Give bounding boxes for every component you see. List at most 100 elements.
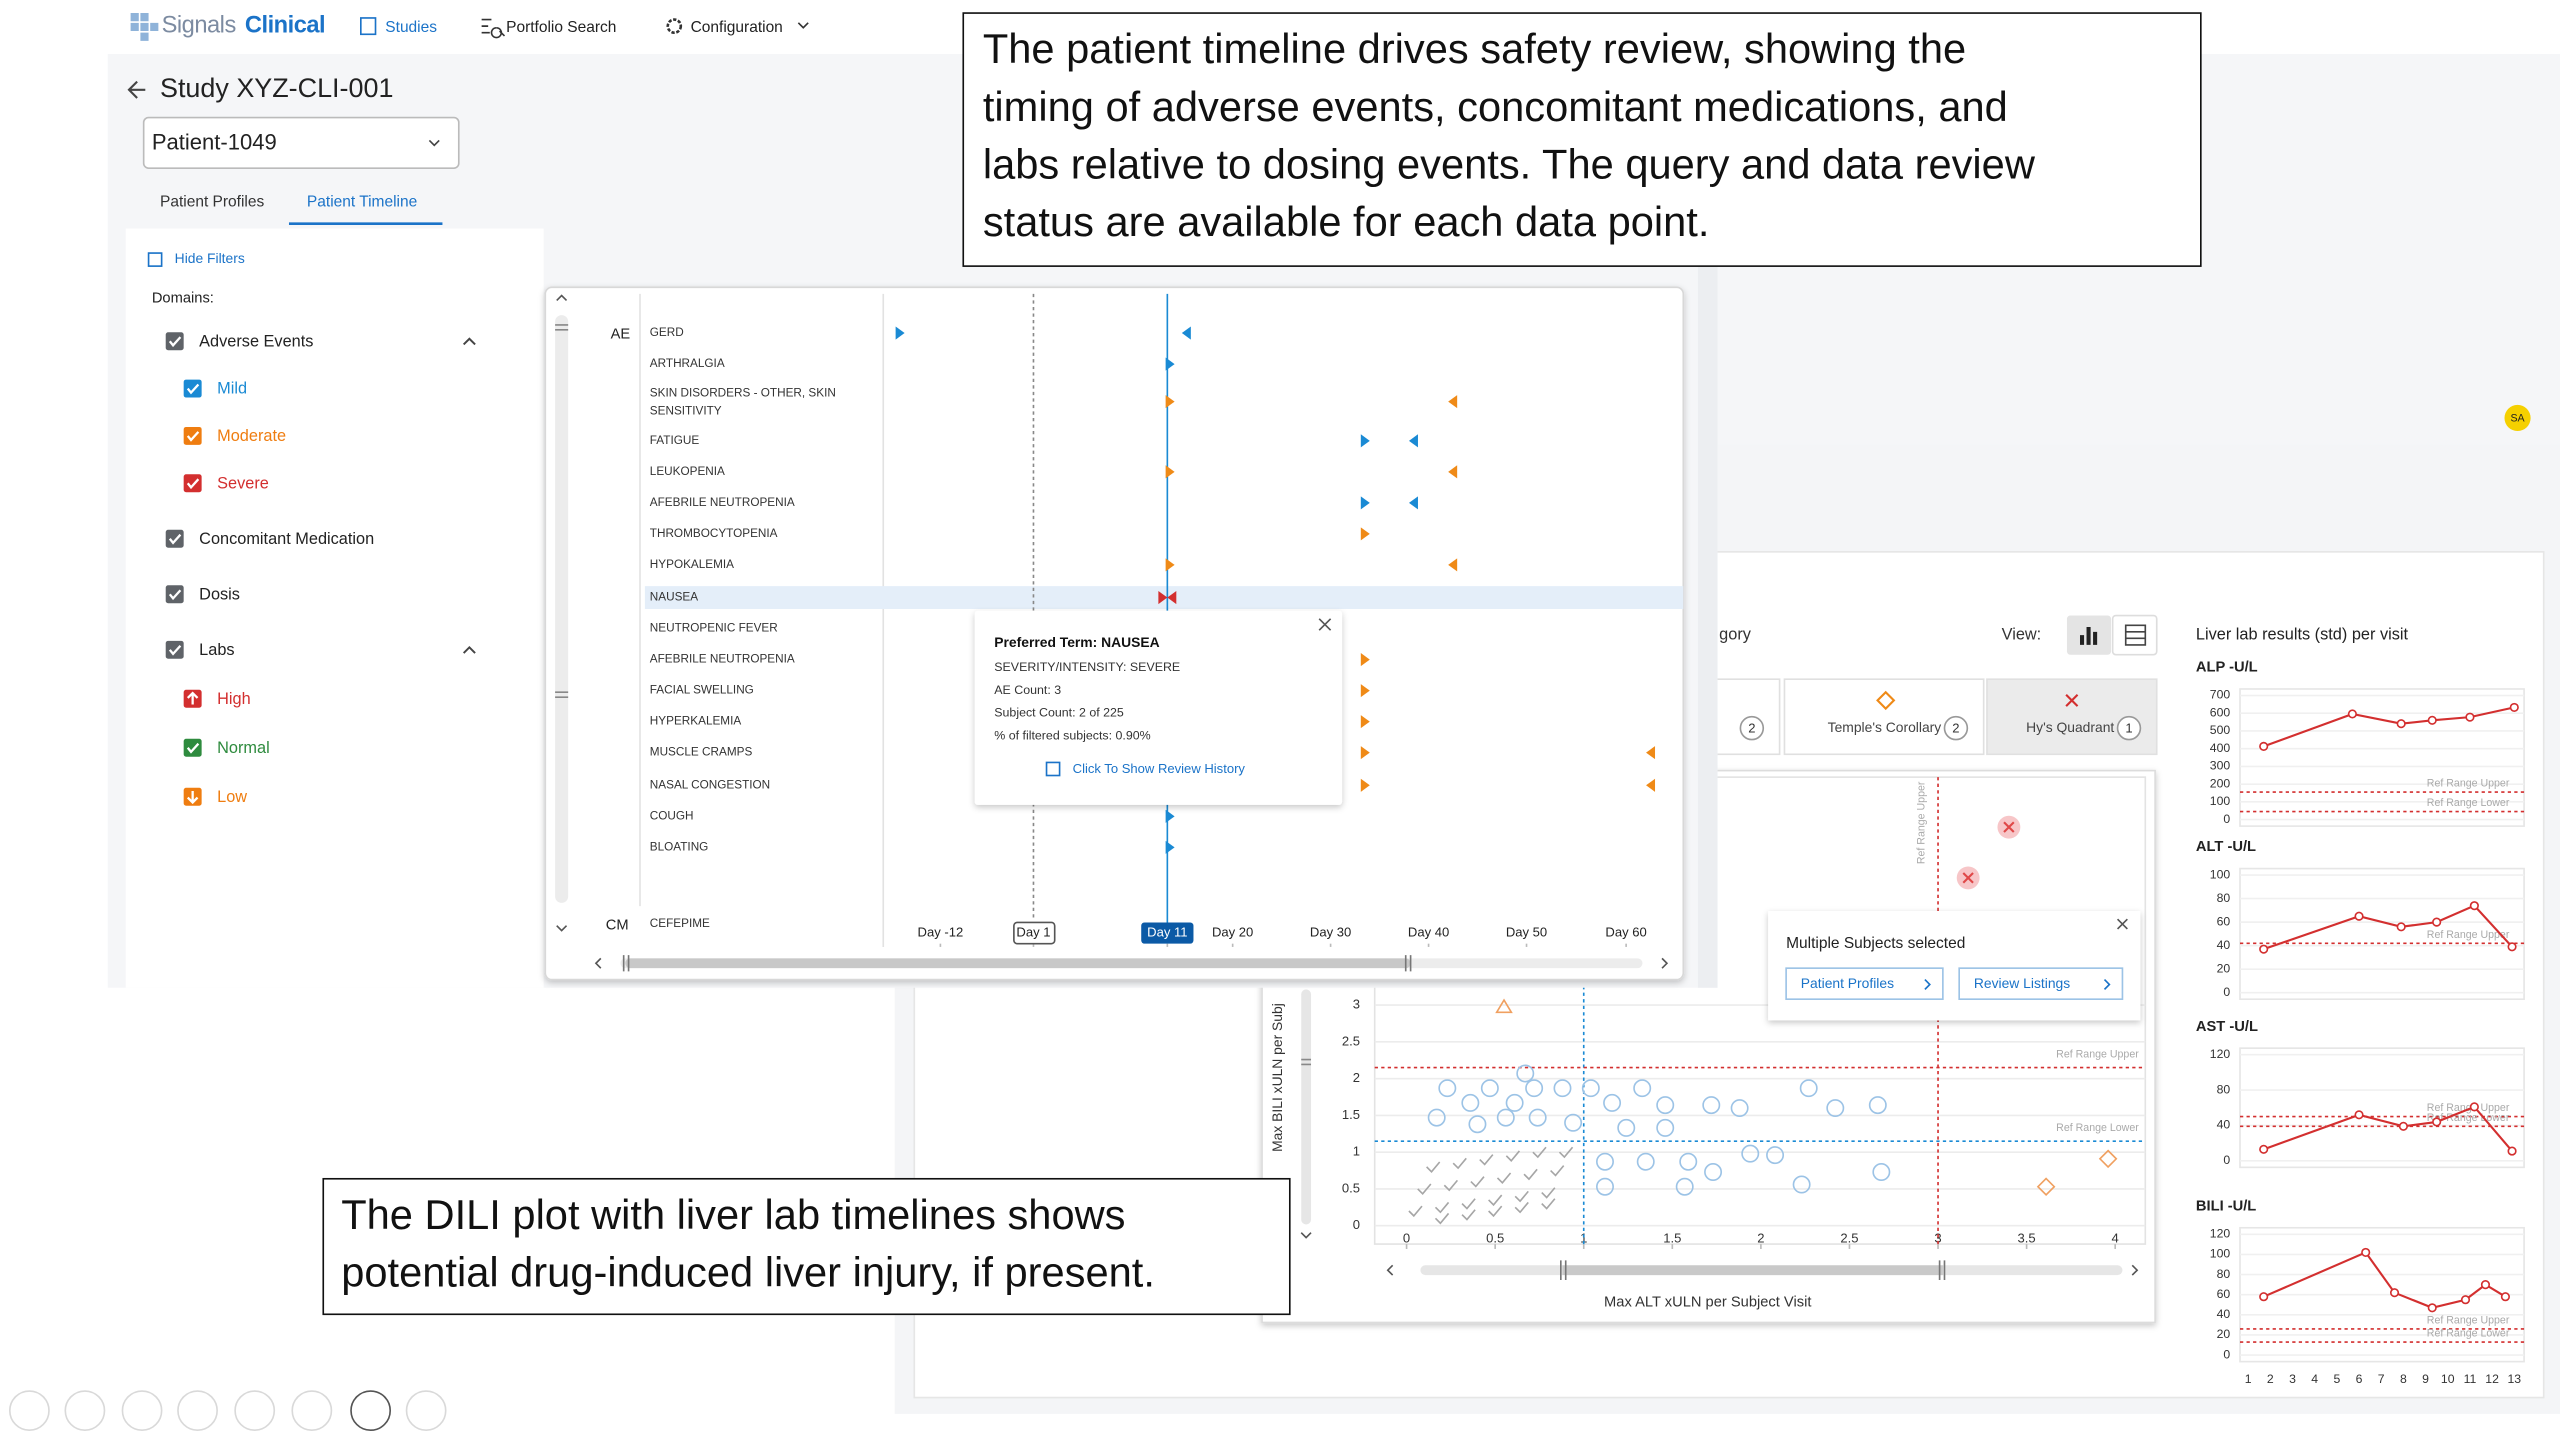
patient-select[interactable] (142, 116, 460, 169)
liver-plot-area (2239, 867, 2525, 1000)
callout-line: labs relative to dosing events. The quer… (983, 141, 2036, 188)
y-tick-label: 120 (2210, 1047, 2231, 1061)
ae-end[interactable] (1448, 465, 1458, 479)
scatter-check (1532, 1146, 1547, 1159)
x-slider-left-arrow[interactable] (1386, 1264, 1394, 1276)
studies-icon (360, 17, 377, 36)
subjects-popup-button[interactable] (1785, 967, 1944, 1001)
toolbar-button[interactable] (291, 1390, 333, 1432)
subjects-popup-close[interactable] (2116, 918, 2128, 930)
ae-end[interactable] (1181, 326, 1191, 340)
ae-start[interactable] (1165, 357, 1175, 371)
ae-start[interactable] (1360, 746, 1370, 760)
ae-start[interactable] (1165, 465, 1175, 479)
dili-tab[interactable] (1783, 678, 1985, 756)
ae-end[interactable] (1646, 778, 1656, 792)
view-table-button[interactable] (2111, 614, 2158, 656)
ae-end[interactable] (1408, 496, 1418, 510)
ae-start[interactable] (1360, 778, 1370, 792)
filter-checkbox[interactable] (165, 640, 184, 659)
scatter-point (1505, 1093, 1524, 1112)
toolbar-button[interactable] (350, 1390, 392, 1432)
ae-popup-link[interactable]: Click To Show Review History (1073, 761, 1246, 776)
ae-popup-close[interactable] (1318, 618, 1332, 631)
reference-day-badge (1013, 921, 1056, 945)
x-tick-label: 0 (1403, 1231, 1410, 1246)
back-arrow[interactable] (127, 80, 146, 99)
y-tick-label: 40 (2217, 1307, 2231, 1321)
hide-filters[interactable]: Hide Filters (175, 250, 245, 266)
liver-line (2263, 1105, 2513, 1152)
nav-item[interactable]: Portfolio Search (506, 19, 616, 36)
timeline-right-arrow[interactable] (1661, 957, 1669, 969)
y-tick-label: 3 (1353, 997, 1360, 1012)
ae-end[interactable] (1448, 395, 1458, 409)
liver-point (2259, 1144, 2269, 1154)
toolbar-button[interactable] (8, 1390, 50, 1432)
filter-checkbox[interactable] (183, 738, 202, 757)
tab[interactable]: Patient Timeline (307, 194, 417, 211)
timeline-down[interactable] (556, 925, 568, 932)
ae-start[interactable] (1165, 840, 1175, 854)
subjects-popup-title: Multiple Subjects selected (1786, 935, 1965, 952)
x-tick-label: 0.5 (1486, 1231, 1504, 1246)
filter-check (186, 742, 200, 754)
dili-tab[interactable] (1713, 678, 1781, 756)
timeline-up[interactable] (556, 294, 568, 301)
ae-start[interactable] (1360, 496, 1370, 510)
scatter-point (1730, 1099, 1749, 1118)
callout-line: The patient timeline drives safety revie… (983, 25, 1966, 72)
tab[interactable]: Patient Profiles (160, 194, 264, 211)
x-tick-label: 4 (2311, 1372, 2318, 1386)
ae-start[interactable] (1360, 527, 1370, 541)
nav-item[interactable]: Configuration (691, 19, 783, 36)
scatter-point (1679, 1152, 1698, 1171)
scatter-check (1470, 1176, 1485, 1188)
ae-end[interactable] (1167, 591, 1177, 605)
logo-prefix: Signals (162, 12, 236, 38)
filter-checkbox[interactable] (183, 379, 202, 398)
group-label: CM (606, 918, 629, 934)
x-slider-right-arrow[interactable] (2131, 1264, 2139, 1276)
ae-start[interactable] (1165, 809, 1175, 823)
x-tick-label: 6 (2356, 1372, 2363, 1386)
toolbar-button[interactable] (234, 1390, 276, 1432)
filter-checkbox[interactable] (183, 426, 202, 445)
ae-popup-line: Subject Count: 2 of 225 (994, 706, 1124, 720)
ae-start[interactable] (1165, 558, 1175, 572)
scatter-point (1704, 1163, 1723, 1181)
cross-icon (1962, 872, 1974, 884)
toolbar-button[interactable] (64, 1390, 106, 1432)
y-tick-label: 400 (2210, 741, 2231, 755)
subjects-popup-button[interactable] (1958, 967, 2124, 1001)
row-label: NAUSEA (650, 591, 698, 604)
ae-start[interactable] (1158, 591, 1168, 605)
dili-tab-label: Hy's Quadrant (2026, 719, 2114, 735)
ae-start[interactable] (895, 326, 905, 340)
timeline-left-arrow[interactable] (594, 957, 602, 969)
nav-item[interactable]: Studies (385, 19, 437, 36)
toolbar-button[interactable] (177, 1390, 218, 1432)
filter-collapse[interactable] (462, 645, 476, 654)
row-label-line: SKIN DISORDERS - OTHER, SKIN (650, 387, 839, 400)
ae-start[interactable] (1360, 653, 1370, 667)
toolbar-button[interactable] (121, 1390, 163, 1432)
scatter-point (1581, 1079, 1600, 1098)
ae-start[interactable] (1360, 434, 1370, 448)
filter-checkbox[interactable] (165, 332, 184, 351)
x-tick-label: 5 (2333, 1372, 2340, 1386)
ae-start[interactable] (1360, 684, 1370, 698)
ae-start[interactable] (1360, 715, 1370, 729)
filter-checkbox[interactable] (165, 529, 184, 548)
x-tick-label: 12 (2485, 1372, 2499, 1386)
nav-chevron (797, 22, 809, 29)
filter-checkbox[interactable] (165, 585, 184, 604)
ae-end[interactable] (1448, 558, 1458, 572)
filter-checkbox[interactable] (183, 474, 202, 493)
filter-collapse[interactable] (462, 337, 476, 346)
ae-end[interactable] (1408, 434, 1418, 448)
toolbar-button[interactable] (405, 1390, 447, 1432)
ae-end[interactable] (1646, 746, 1656, 760)
ae-start[interactable] (1165, 395, 1175, 409)
scatter-check (1417, 1183, 1432, 1196)
